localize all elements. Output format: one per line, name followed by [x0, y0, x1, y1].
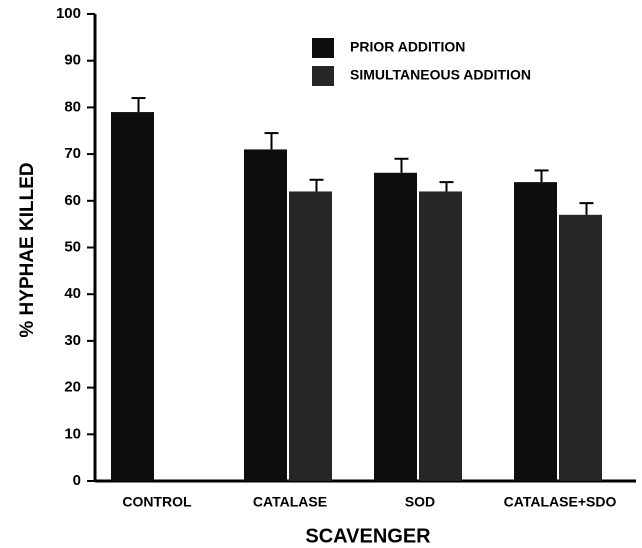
legend-label: PRIOR ADDITION	[350, 39, 465, 55]
x-tick-label: CATALASE+SDO	[504, 494, 617, 510]
bar	[514, 182, 557, 481]
bar	[374, 172, 417, 481]
y-tick-label: 70	[64, 145, 81, 162]
legend-swatch	[312, 38, 334, 58]
x-axis-label: SCAVENGER	[305, 525, 431, 547]
y-axis-label: % HYPHAE KILLED	[17, 162, 38, 337]
x-tick-label: SOD	[405, 494, 435, 510]
y-tick-label: 30	[64, 332, 81, 349]
bar	[111, 112, 154, 481]
bar	[559, 214, 602, 481]
y-tick-label: 40	[64, 285, 81, 302]
y-tick-label: 20	[64, 379, 81, 396]
y-tick-label: 10	[64, 425, 81, 442]
y-tick-label: 90	[64, 52, 81, 69]
x-tick-label: CONTROL	[122, 494, 192, 510]
legend-swatch	[312, 66, 334, 86]
y-tick-label: 0	[73, 472, 81, 489]
y-tick-label: 80	[64, 98, 81, 115]
y-tick-label: 60	[64, 192, 81, 209]
x-tick-label: CATALASE	[253, 494, 327, 510]
bar	[244, 149, 287, 481]
y-tick-label: 100	[56, 5, 81, 22]
legend-label: SIMULTANEOUS ADDITION	[350, 67, 531, 83]
bar	[419, 191, 462, 481]
bar	[289, 191, 332, 481]
y-tick-label: 50	[64, 238, 81, 255]
